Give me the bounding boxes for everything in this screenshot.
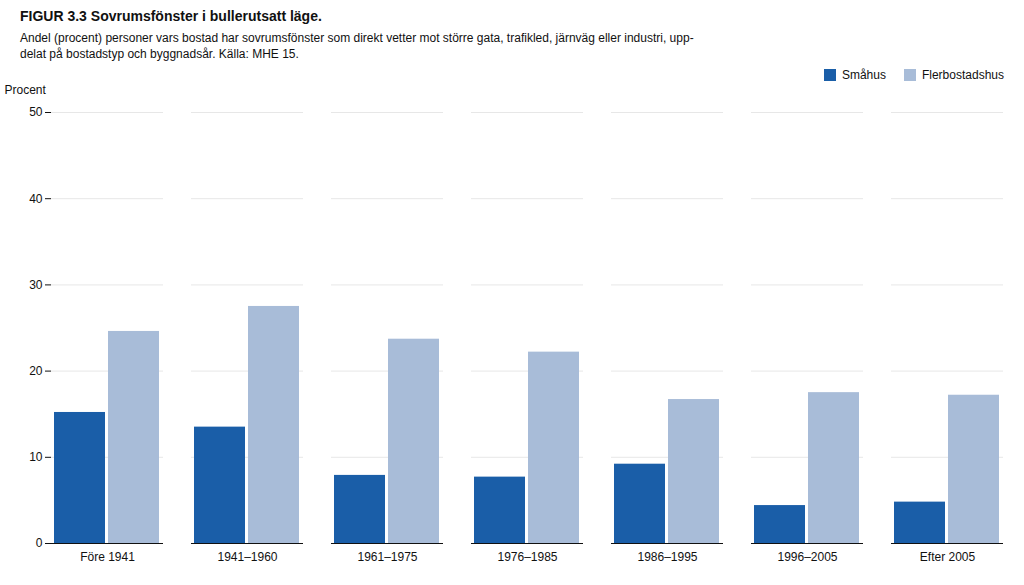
- svg-text:1941–1960: 1941–1960: [217, 550, 277, 564]
- svg-text:Före 1941: Före 1941: [80, 550, 135, 564]
- svg-text:10: 10: [29, 450, 43, 464]
- svg-text:1996–2005: 1996–2005: [777, 550, 837, 564]
- svg-text:Efter 2005: Efter 2005: [920, 550, 976, 564]
- html-text:delat på bostadstyp och byggna: delat på bostadstyp och byggnadsår. Käll…: [20, 47, 299, 61]
- svg-text:1976–1985: 1976–1985: [497, 550, 557, 564]
- svg-text:50: 50: [29, 105, 43, 119]
- html-text:Andel (procent) personer vars: Andel (procent) personer vars bostad har…: [20, 31, 694, 45]
- html-text:FIGUR 3.3 Sovrumsfönster i bul: FIGUR 3.3 Sovrumsfönster i bullerutsatt …: [20, 8, 322, 24]
- svg-text:30: 30: [29, 278, 43, 292]
- svg-text:1986–1995: 1986–1995: [637, 550, 697, 564]
- svg-text:40: 40: [29, 192, 43, 206]
- svg-text:1961–1975: 1961–1975: [357, 550, 417, 564]
- html-text:Småhus: Småhus: [841, 68, 886, 82]
- svg-text:20: 20: [29, 364, 43, 378]
- html-text:Flerbostadshus: Flerbostadshus: [922, 68, 1004, 82]
- svg-text:Procent: Procent: [5, 83, 47, 97]
- svg-text:0: 0: [36, 536, 43, 550]
